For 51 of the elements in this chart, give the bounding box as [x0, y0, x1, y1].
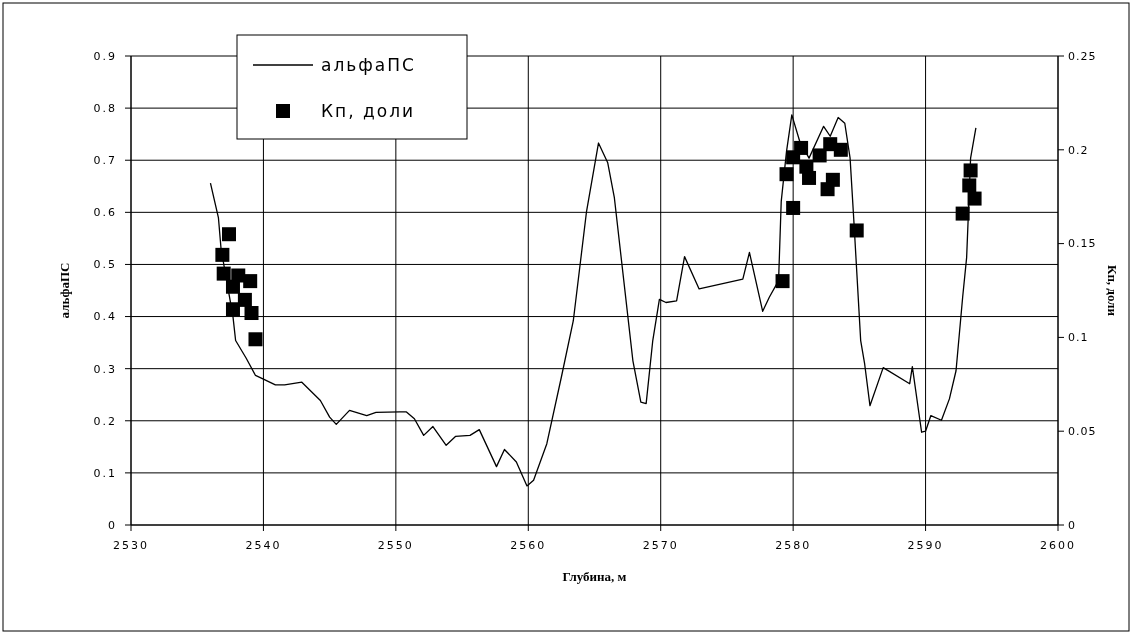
point	[794, 140, 809, 155]
y-tick-label: 0.6	[93, 206, 117, 220]
y-tick-label: 0.7	[93, 154, 117, 168]
legend-label: альфаПС	[321, 54, 416, 75]
point	[248, 332, 263, 347]
x-tick-label: 2560	[510, 539, 547, 552]
y-tick-label: 0.3	[93, 362, 117, 376]
point	[955, 206, 970, 221]
point	[802, 170, 817, 185]
point	[216, 266, 231, 281]
point	[222, 227, 236, 242]
point	[849, 223, 864, 238]
point	[962, 178, 977, 193]
y2-tick-label: 0.05	[1068, 425, 1097, 439]
x-axis-title: Глубина, м	[562, 569, 627, 584]
y-tick-label: 0.8	[93, 101, 117, 115]
point	[779, 167, 794, 182]
point	[244, 306, 259, 321]
x-tick-label: 2550	[377, 539, 414, 552]
point	[812, 148, 827, 163]
point	[775, 274, 790, 289]
y-tick-label: 0.4	[93, 310, 117, 324]
point	[967, 191, 982, 206]
y-tick-label: 0.2	[93, 414, 117, 428]
y-axis-title: альфаПС	[57, 262, 72, 319]
x-tick-label: 2530	[113, 539, 149, 552]
point	[225, 279, 240, 294]
legend-label: Кп, доли	[321, 100, 416, 121]
y-tick-label: 0.9	[93, 49, 117, 63]
point	[833, 142, 848, 157]
x-tick-label: 2580	[775, 539, 812, 552]
x-tick-label: 2590	[907, 539, 944, 552]
y2-tick-label: 0.2	[1068, 143, 1089, 157]
y2-tick-label: 0	[1068, 518, 1076, 532]
point	[786, 200, 801, 215]
x-tick-label: 2570	[642, 539, 679, 552]
point	[243, 274, 258, 289]
y-tick-label: 0	[108, 518, 117, 532]
x-tick-label: 2540	[245, 539, 282, 552]
point	[237, 292, 252, 307]
point	[215, 247, 230, 262]
point	[825, 172, 840, 187]
point	[963, 163, 978, 178]
y2-tick-label: 0.15	[1068, 237, 1097, 251]
y2-tick-label: 0.25	[1068, 49, 1097, 63]
y2-axis-title: Кп, доли	[1105, 264, 1120, 317]
y-tick-label: 0.1	[93, 466, 117, 480]
y-tick-label: 0.5	[93, 258, 117, 272]
y2-tick-label: 0.1	[1068, 331, 1089, 345]
point	[225, 302, 240, 317]
x-tick-label: 2600	[1040, 539, 1076, 552]
